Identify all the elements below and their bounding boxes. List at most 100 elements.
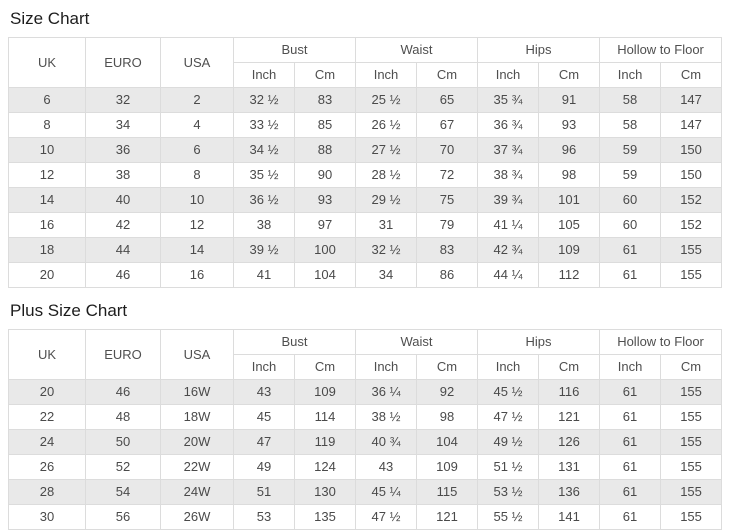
table-cell: 26 ½ [355, 112, 418, 138]
table-cell: 51 ½ [477, 454, 540, 480]
column-header-waist-inch: Inch [355, 62, 418, 88]
table-cell: 8 [8, 112, 86, 138]
table-cell: 116 [538, 379, 601, 405]
table-cell: 35 ½ [233, 162, 295, 188]
table-cell: 47 ½ [477, 404, 540, 430]
table-cell: 51 [233, 479, 295, 505]
table-cell: 131 [538, 454, 601, 480]
table-cell: 93 [293, 187, 357, 213]
header-group-row: UK EURO USA Bust Waist Hips Hollow to Fl… [8, 37, 723, 88]
table-row: 20 46 16W 43 109 36 ¼ 92 45 ½ 116 61 155 [8, 379, 723, 405]
table-cell: 61 [599, 379, 662, 405]
column-header-hollow-cm: Cm [660, 62, 723, 88]
table-cell: 70 [416, 137, 479, 163]
table-cell: 52 [85, 454, 161, 480]
table-cell: 40 [85, 187, 161, 213]
table-cell: 22 [8, 404, 86, 430]
table-cell: 112 [538, 262, 601, 288]
table-cell: 25 ½ [355, 87, 418, 113]
table-cell: 96 [538, 137, 601, 163]
header-unit-row: Inch Cm Inch Cm Inch Cm Inch Cm [9, 354, 723, 380]
column-header-hips-cm: Cm [538, 354, 601, 380]
table-cell: 65 [416, 87, 479, 113]
table-cell: 126 [538, 429, 601, 455]
table-cell: 135 [293, 504, 357, 530]
table-cell: 32 [85, 87, 161, 113]
table-cell: 155 [660, 454, 723, 480]
table-cell: 10 [8, 137, 86, 163]
plus-size-chart-table: UK EURO USA Bust Waist Hips Hollow to Fl… [8, 329, 723, 530]
table-cell: 46 [85, 262, 161, 288]
table-row: 22 48 18W 45 114 38 ½ 98 47 ½ 121 61 155 [8, 404, 723, 430]
column-group-hollow-to-floor: Hollow to Floor [599, 329, 723, 355]
table-cell: 26 [8, 454, 86, 480]
table-cell: 83 [416, 237, 479, 263]
column-header-hollow-inch: Inch [599, 62, 662, 88]
table-cell: 38 [85, 162, 161, 188]
table-cell: 93 [538, 112, 601, 138]
table-cell: 56 [85, 504, 161, 530]
table-row: 20 46 16 41 104 34 86 44 ¼ 112 61 155 [8, 262, 723, 288]
table-cell: 43 [355, 454, 418, 480]
table-cell: 30 [8, 504, 86, 530]
table-row: 6 32 2 32 ½ 83 25 ½ 65 35 ¾ 91 58 147 [8, 87, 723, 113]
table-cell: 32 ½ [233, 87, 295, 113]
table-cell: 24W [160, 479, 234, 505]
table-cell: 37 ¾ [477, 137, 540, 163]
table-cell: 28 ½ [355, 162, 418, 188]
table-cell: 29 ½ [355, 187, 418, 213]
table-cell: 12 [160, 212, 234, 238]
column-group-bust: Bust [232, 37, 357, 63]
table-cell: 6 [8, 87, 86, 113]
table-cell: 38 ½ [355, 404, 418, 430]
plus-size-chart-title: Plus Size Chart [10, 301, 128, 320]
table-cell: 20 [8, 379, 86, 405]
table-cell: 45 ¼ [355, 479, 418, 505]
table-cell: 36 ¾ [477, 112, 540, 138]
table-cell: 97 [293, 212, 357, 238]
table-cell: 91 [538, 87, 601, 113]
table-cell: 44 [85, 237, 161, 263]
table-cell: 47 [233, 429, 295, 455]
table-cell: 4 [160, 112, 234, 138]
table-cell: 114 [293, 404, 357, 430]
table-cell: 59 [599, 162, 662, 188]
table-cell: 16 [160, 262, 234, 288]
table-cell: 155 [660, 404, 723, 430]
column-header-hollow-cm: Cm [660, 354, 723, 380]
table-cell: 36 ¼ [355, 379, 418, 405]
column-header-waist-cm: Cm [416, 62, 479, 88]
table-cell: 155 [660, 237, 723, 263]
table-cell: 61 [599, 454, 662, 480]
table-cell: 26W [160, 504, 234, 530]
table-cell: 40 ¾ [355, 429, 418, 455]
header-unit-row: Inch Cm Inch Cm Inch Cm Inch Cm [9, 62, 723, 88]
table-cell: 152 [660, 212, 723, 238]
table-cell: 152 [660, 187, 723, 213]
table-cell: 121 [416, 504, 479, 530]
column-header-bust-cm: Cm [293, 354, 357, 380]
table-cell: 150 [660, 137, 723, 163]
table-cell: 14 [160, 237, 234, 263]
table-cell: 2 [160, 87, 234, 113]
table-cell: 49 ½ [477, 429, 540, 455]
table-cell: 34 [355, 262, 418, 288]
plus-size-chart-body: 20 46 16W 43 109 36 ¼ 92 45 ½ 116 61 155 22 48 18W 45 1… [8, 379, 723, 530]
table-row: 24 50 20W 47 119 40 ¾ 104 49 ½ 126 61 155 [8, 429, 723, 455]
table-cell: 14 [8, 187, 86, 213]
table-cell: 155 [660, 262, 723, 288]
table-row: 14 40 10 36 ½ 93 29 ½ 75 39 ¾ 101 60 152 [8, 187, 723, 213]
table-cell: 36 ½ [233, 187, 295, 213]
table-cell: 150 [660, 162, 723, 188]
table-cell: 34 [85, 112, 161, 138]
table-cell: 44 ¼ [477, 262, 540, 288]
column-group-bust: Bust [232, 329, 357, 355]
table-cell: 33 ½ [233, 112, 295, 138]
table-cell: 136 [538, 479, 601, 505]
table-cell: 49 [233, 454, 295, 480]
table-cell: 18W [160, 404, 234, 430]
table-cell: 141 [538, 504, 601, 530]
column-header-hips-inch: Inch [477, 62, 540, 88]
table-cell: 109 [293, 379, 357, 405]
table-cell: 28 [8, 479, 86, 505]
